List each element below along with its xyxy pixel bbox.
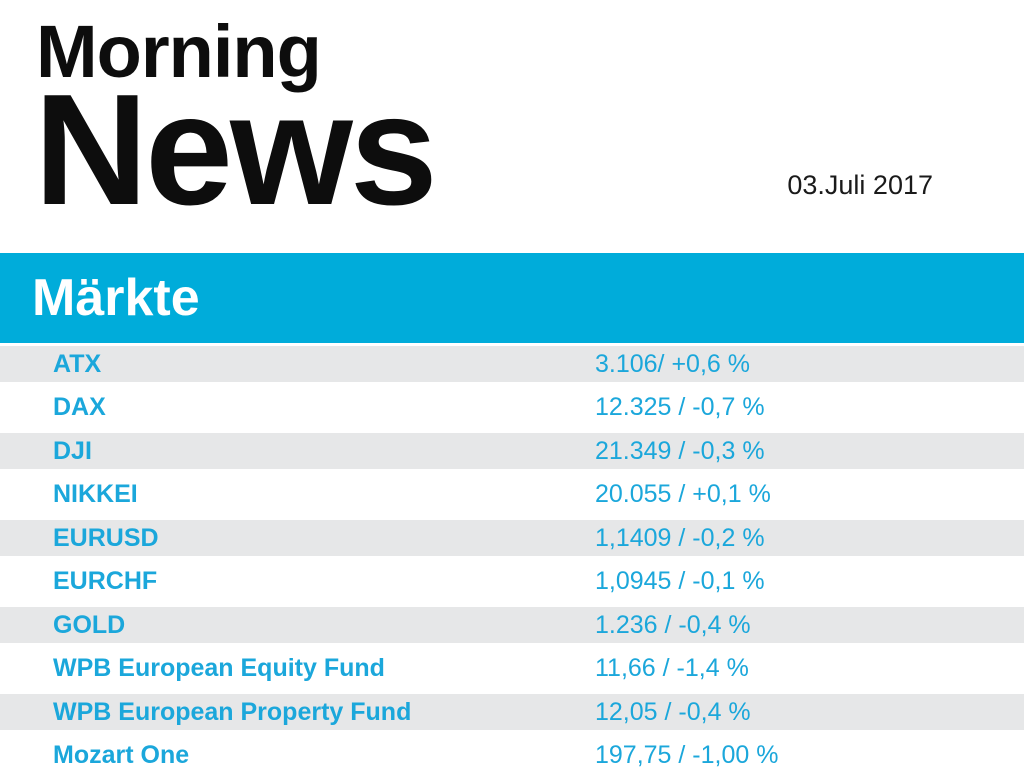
- market-value: 12,05 / -0,4 %: [595, 697, 751, 726]
- market-value: 20.055 / +0,1 %: [595, 480, 771, 508]
- market-value: 11,66 / -1,4 %: [595, 654, 749, 682]
- market-value: 21.349 / -0,3 %: [595, 436, 765, 465]
- market-row: GOLD 1.236 / -0,4 %: [0, 607, 1024, 643]
- market-value: 12.325 / -0,7 %: [595, 393, 765, 421]
- market-value: 1,1409 / -0,2 %: [595, 523, 765, 552]
- markets-table: ATX 3.106/ +0,6 % DAX 12.325 / -0,7 % DJ…: [0, 346, 1024, 781]
- masthead-title-line1: Morning: [36, 10, 322, 93]
- market-label: NIKKEI: [53, 480, 138, 508]
- market-label: DAX: [53, 393, 106, 421]
- market-row: EURCHF 1,0945 / -0,1 %: [0, 564, 1024, 600]
- market-row: ATX 3.106/ +0,6 %: [0, 346, 1024, 382]
- market-value: 197,75 / -1,00 %: [595, 741, 779, 769]
- market-row: DJI 21.349 / -0,3 %: [0, 433, 1024, 469]
- market-value: 1,0945 / -0,1 %: [595, 567, 765, 595]
- market-label: EURCHF: [53, 567, 158, 595]
- market-row: WPB European Property Fund 12,05 / -0,4 …: [0, 694, 1024, 730]
- market-row: EURUSD 1,1409 / -0,2 %: [0, 520, 1024, 556]
- market-value: 3.106/ +0,6 %: [595, 349, 750, 378]
- market-label: GOLD: [53, 610, 126, 639]
- market-row: NIKKEI 20.055 / +0,1 %: [0, 477, 1024, 513]
- market-label: DJI: [53, 436, 92, 465]
- market-label: Mozart One: [53, 741, 190, 769]
- market-row: Mozart One 197,75 / -1,00 %: [0, 738, 1024, 774]
- section-header-band: Märkte: [0, 253, 1024, 343]
- market-value: 1.236 / -0,4 %: [595, 610, 751, 639]
- issue-date: 03.Juli 2017: [787, 170, 933, 200]
- masthead-title-line2: News: [34, 62, 438, 238]
- market-label: WPB European Property Fund: [53, 697, 412, 726]
- market-label: EURUSD: [53, 523, 159, 552]
- market-row: DAX 12.325 / -0,7 %: [0, 390, 1024, 426]
- section-title: Märkte: [32, 269, 200, 327]
- market-label: WPB European Equity Fund: [53, 654, 385, 682]
- market-label: ATX: [53, 349, 102, 378]
- market-row: WPB European Equity Fund 11,66 / -1,4 %: [0, 651, 1024, 687]
